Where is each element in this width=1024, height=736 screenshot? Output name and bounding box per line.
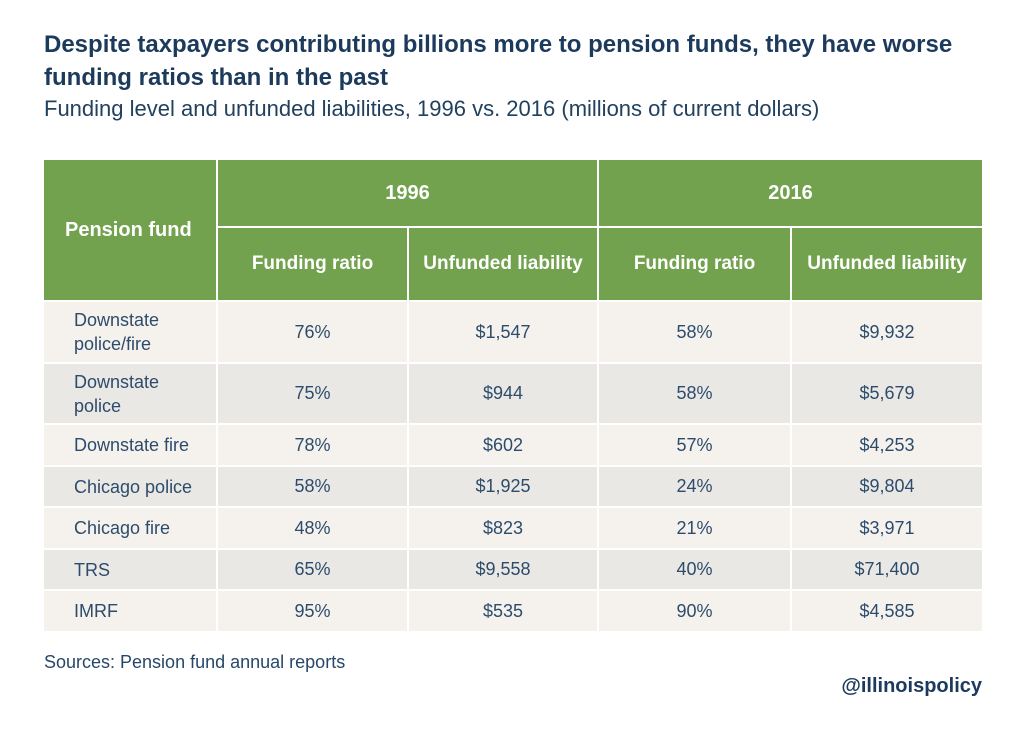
table-row: Downstate police/fire 76% $1,547 58% $9,… — [42, 300, 984, 364]
table-row: Downstate police 75% $944 58% $5,679 — [42, 362, 984, 425]
unfunded-liability-1996-cell: $823 — [407, 506, 599, 550]
column-header-unfunded-liability-2016: Unfunded liability — [790, 226, 984, 302]
unfunded-liability-2016-cell: $71,400 — [790, 548, 984, 591]
column-header-unfunded-liability-1996: Unfunded liability — [407, 226, 599, 302]
funding-ratio-2016-cell: 24% — [597, 465, 792, 508]
subheader-row: Funding ratio Unfunded liability Funding… — [43, 226, 984, 302]
column-header-pension-fund: Pension fund — [42, 158, 218, 302]
page-subtitle: Funding level and unfunded liabilities, … — [44, 96, 820, 121]
pension-funding-table: Pension fund 1996 2016 Funding ratio Unf… — [42, 158, 984, 633]
funding-ratio-2016-cell: 40% — [597, 548, 792, 591]
unfunded-liability-2016-cell: $3,971 — [790, 506, 984, 550]
funding-ratio-2016-cell: 57% — [597, 423, 792, 467]
table-row: TRS 65% $9,558 40% $71,400 — [42, 548, 984, 591]
fund-name-cell: Downstate police/fire — [42, 300, 218, 364]
table-body: Downstate police/fire 76% $1,547 58% $9,… — [42, 300, 984, 633]
unfunded-liability-2016-cell: $4,585 — [790, 589, 984, 633]
unfunded-liability-2016-cell: $9,804 — [790, 465, 984, 508]
fund-name-cell: IMRF — [42, 589, 218, 633]
funding-ratio-1996-cell: 65% — [216, 548, 409, 591]
unfunded-liability-1996-cell: $944 — [407, 362, 599, 425]
funding-ratio-1996-cell: 76% — [216, 300, 409, 364]
fund-name-cell: Chicago fire — [42, 506, 218, 550]
column-header-funding-ratio-2016: Funding ratio — [597, 226, 792, 302]
fund-name-cell: Downstate police — [42, 362, 218, 425]
funding-ratio-1996-cell: 75% — [216, 362, 409, 425]
table-row: Chicago police 58% $1,925 24% $9,804 — [42, 465, 984, 508]
unfunded-liability-1996-cell: $1,547 — [407, 300, 599, 364]
funding-ratio-1996-cell: 48% — [216, 506, 409, 550]
funding-ratio-2016-cell: 58% — [597, 362, 792, 425]
column-group-header-1996: 1996 — [216, 158, 599, 228]
unfunded-liability-2016-cell: $4,253 — [790, 423, 984, 467]
table-row: IMRF 95% $535 90% $4,585 — [42, 589, 984, 633]
fund-name-cell: Downstate fire — [42, 423, 218, 467]
unfunded-liability-1996-cell: $9,558 — [407, 548, 599, 591]
unfunded-liability-2016-cell: $9,932 — [790, 300, 984, 364]
table-row: Chicago fire 48% $823 21% $3,971 — [42, 506, 984, 550]
year-header-row: Pension fund 1996 2016 — [42, 158, 984, 302]
unfunded-liability-1996-cell: $535 — [407, 589, 599, 633]
fund-name-cell: Chicago police — [42, 465, 218, 508]
unfunded-liability-1996-cell: $602 — [407, 423, 599, 467]
fund-name-cell: TRS — [42, 548, 218, 591]
attribution-handle: @illinoispolicy — [841, 675, 982, 697]
funding-ratio-2016-cell: 90% — [597, 589, 792, 633]
sources-note: Sources: Pension fund annual reports — [44, 652, 346, 672]
unfunded-liability-1996-cell: $1,925 — [407, 465, 599, 508]
unfunded-liability-2016-cell: $5,679 — [790, 362, 984, 425]
funding-ratio-1996-cell: 78% — [216, 423, 409, 467]
table-header: Pension fund 1996 2016 Funding ratio Unf… — [42, 158, 984, 302]
column-header-funding-ratio-1996: Funding ratio — [216, 226, 409, 302]
funding-ratio-2016-cell: 58% — [597, 300, 792, 364]
table-row: Downstate fire 78% $602 57% $4,253 — [42, 423, 984, 467]
funding-ratio-1996-cell: 58% — [216, 465, 409, 508]
funding-ratio-2016-cell: 21% — [597, 506, 792, 550]
funding-ratio-1996-cell: 95% — [216, 589, 409, 633]
page-title: Despite taxpayers contributing billions … — [44, 31, 953, 91]
column-group-header-2016: 2016 — [597, 158, 984, 228]
